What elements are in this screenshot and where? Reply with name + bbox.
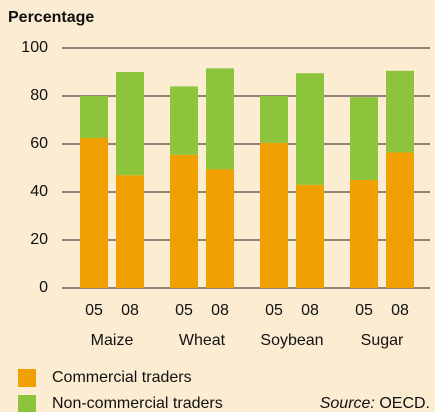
bar-segment	[170, 154, 198, 288]
group-label: Maize	[91, 332, 134, 349]
bar-segment	[296, 184, 324, 288]
group-label: Sugar	[361, 332, 404, 349]
x-tick-label: 05	[265, 302, 283, 319]
y-tick-label: 40	[30, 183, 48, 200]
bar-segment	[350, 180, 378, 288]
bar-segment	[296, 73, 324, 185]
y-tick-label: 60	[30, 135, 48, 152]
legend-swatch	[18, 395, 36, 412]
y-tick-label: 20	[30, 231, 48, 248]
source-label: Source:	[320, 395, 375, 412]
bar-segment	[206, 68, 234, 170]
bar-segment	[80, 96, 108, 138]
source-text: OECD.	[379, 395, 430, 412]
legend-label: Non-commercial traders	[52, 395, 223, 412]
group-label: Wheat	[179, 332, 226, 349]
x-tick-label: 08	[301, 302, 319, 319]
x-tick-label: 05	[175, 302, 193, 319]
bar-segment	[386, 70, 414, 153]
bar-segment	[260, 96, 288, 143]
bar-segment	[80, 138, 108, 288]
x-tick-label: 05	[85, 302, 103, 319]
bar-segment	[350, 97, 378, 180]
x-tick-label: 08	[211, 302, 229, 319]
legend-swatch	[18, 369, 36, 387]
bar-segment	[206, 169, 234, 288]
bar-segment	[116, 72, 144, 176]
bar-segment	[386, 152, 414, 288]
y-tick-label: 100	[21, 39, 48, 56]
bar-segment	[170, 86, 198, 155]
legend-label: Commercial traders	[52, 369, 192, 386]
bar-segment	[116, 175, 144, 288]
y-tick-label: 80	[30, 87, 48, 104]
x-tick-label: 05	[355, 302, 373, 319]
group-label: Soybean	[260, 332, 323, 349]
y-axis-label: Percentage	[8, 9, 94, 26]
bar-segment	[260, 142, 288, 288]
y-tick-label: 0	[39, 279, 48, 296]
source: Source: OECD.	[320, 395, 430, 412]
x-tick-label: 08	[391, 302, 409, 319]
x-tick-label: 08	[121, 302, 139, 319]
